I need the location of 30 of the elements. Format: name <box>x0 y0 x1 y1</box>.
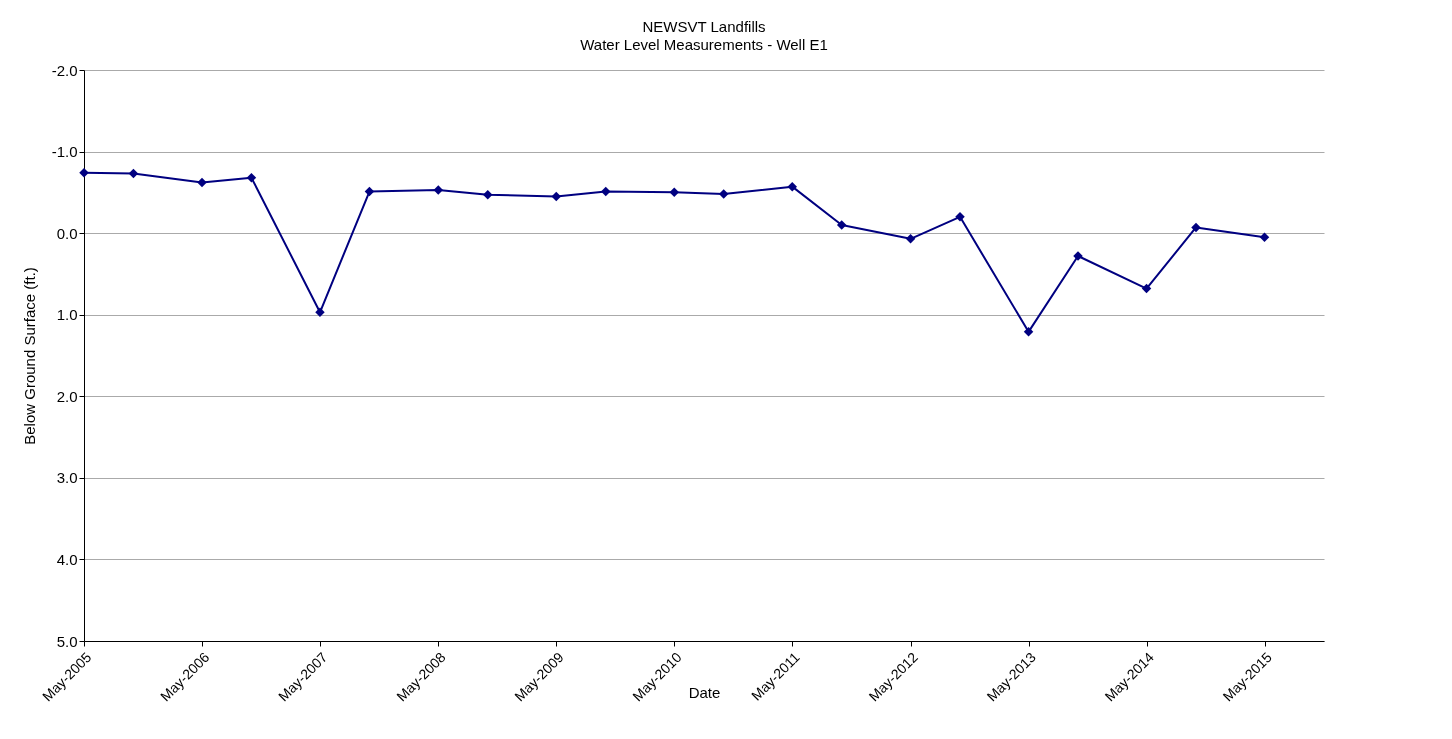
y-tick-label: 3.0 <box>56 469 78 487</box>
point <box>551 191 562 202</box>
point <box>128 168 139 179</box>
point <box>364 186 375 197</box>
chart-subtitle: Water Level Measurements - Well E1 <box>580 36 828 53</box>
point <box>836 220 847 230</box>
point <box>315 307 325 318</box>
point <box>787 181 797 192</box>
y-tick-label: 1.0 <box>56 306 78 324</box>
y-tick-label: -2.0 <box>51 61 78 79</box>
point <box>718 189 729 199</box>
point <box>1141 283 1152 294</box>
chart-title: NEWSVT Landfills <box>642 18 766 35</box>
point <box>669 187 679 198</box>
point <box>1023 327 1034 337</box>
point <box>1259 232 1270 242</box>
y-tick-label: 0.0 <box>56 224 78 242</box>
point <box>1191 222 1201 233</box>
y-tick-label: -1.0 <box>51 143 78 161</box>
y-tick-label: 2.0 <box>56 387 78 405</box>
y-axis-title: Below Ground Surface (ft.) <box>20 267 38 445</box>
x-axis-title: Date <box>688 684 721 702</box>
point <box>905 234 916 244</box>
point <box>433 185 444 195</box>
point <box>246 172 257 183</box>
point <box>600 186 611 197</box>
point <box>197 177 207 188</box>
y-tick-label: 5.0 <box>56 632 78 650</box>
point <box>483 190 493 200</box>
y-tick-label: 4.0 <box>56 550 78 568</box>
